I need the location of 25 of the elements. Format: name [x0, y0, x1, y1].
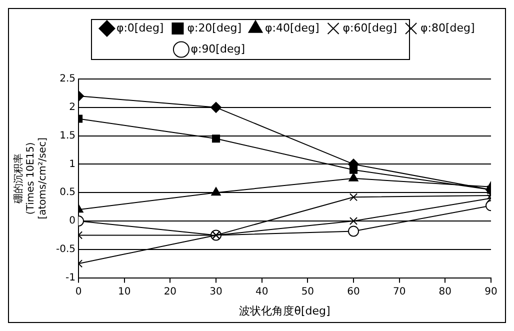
y-tick-label: 1: [69, 158, 76, 170]
legend-label: φ:0[deg]: [116, 21, 164, 34]
y-axis-title: 硼的沉积率 (Times 10E15) [atoms/cm²/sec]: [12, 137, 49, 220]
legend-label: φ:40[deg]: [265, 21, 320, 34]
y-tick-label: -0.5: [56, 244, 76, 255]
y-tick-label: 0.5: [60, 187, 76, 198]
x-tick-label: 60: [347, 286, 360, 298]
x-axis-title: 波状化角度θ[deg]: [239, 304, 330, 318]
legend-label: φ:90[deg]: [190, 42, 246, 56]
y-tick-label: -1: [66, 272, 76, 284]
x-tick-label: 40: [255, 286, 268, 298]
x-tick-label: 10: [118, 286, 131, 298]
y-tick-label: 1.5: [60, 130, 76, 142]
x-tick-label: 80: [438, 286, 452, 298]
x-tick-label: 70: [392, 286, 406, 298]
legend-label: φ:60[deg]: [342, 21, 398, 34]
legend-label: φ:80[deg]: [420, 21, 475, 34]
x-tick-label: 20: [164, 286, 177, 298]
y-tick-label: 2.5: [60, 74, 76, 85]
y-tick-label: 2: [69, 102, 76, 113]
x-tick-label: 30: [210, 286, 222, 298]
x-tick-label: 50: [301, 286, 314, 298]
y-tick-label: 0: [69, 216, 76, 227]
legend-label: φ:20[deg]: [187, 21, 242, 34]
x-tick-label: 90: [484, 286, 498, 298]
